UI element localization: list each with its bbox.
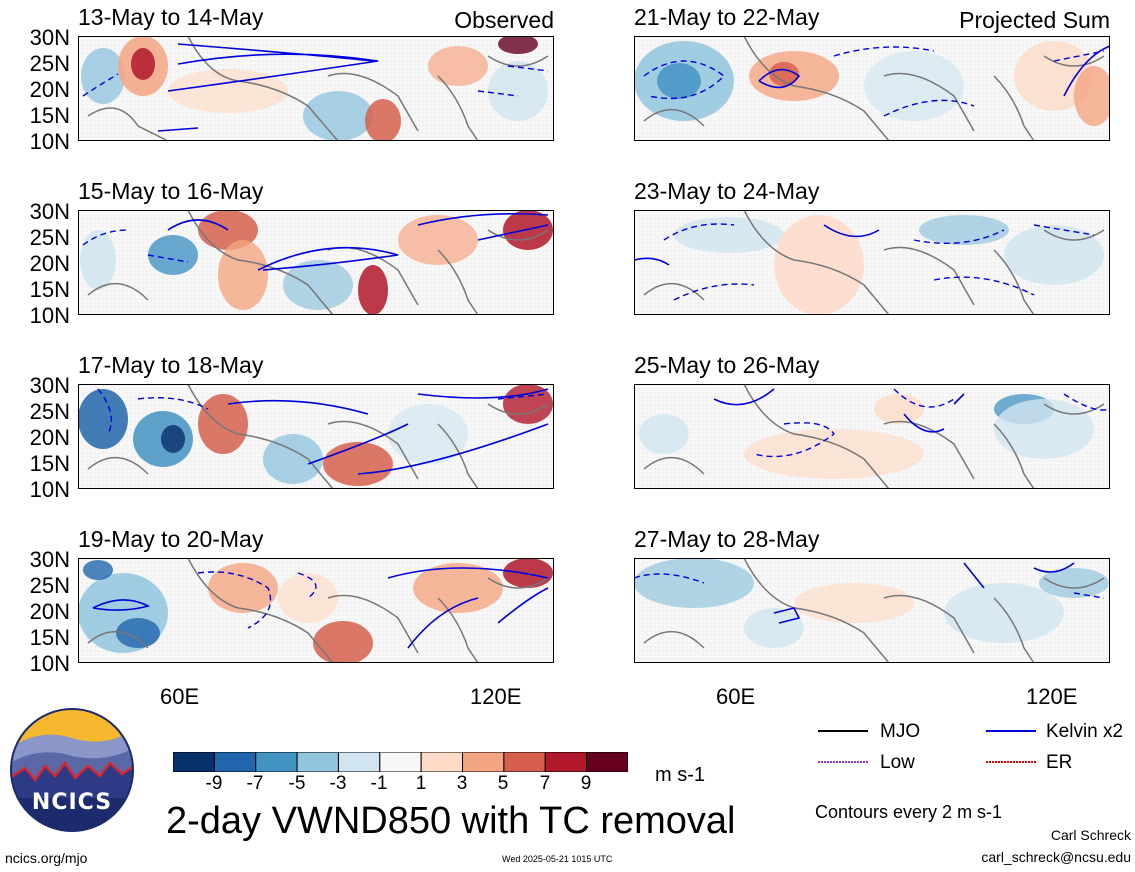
lat-label: 25N: [29, 399, 70, 424]
timestamp: Wed 2025-05-21 1015 UTC: [502, 854, 613, 864]
lat-label: 10N: [29, 651, 70, 676]
panel-title-proj-2: 23-May to 24-May: [634, 178, 820, 204]
contour-note: Contours every 2 m s-1: [815, 802, 1003, 822]
lon-label-120e-right: 120E: [1026, 684, 1078, 709]
lat-label: 30N: [29, 373, 70, 398]
lat-label: 20N: [29, 425, 70, 450]
colorbar-label: 7: [539, 773, 551, 794]
lon-label-120e-left: 120E: [470, 684, 522, 709]
main-title: 2-day VWND850 with TC removal: [166, 800, 736, 842]
colorbar-label: 5: [497, 773, 509, 794]
panel-title-proj-3: 25-May to 26-May: [634, 352, 820, 378]
lat-label: 30N: [29, 547, 70, 572]
lat-label: 30N: [29, 25, 70, 50]
lat-label: 25N: [29, 51, 70, 76]
map-panel-obs-3: [78, 384, 554, 489]
colorbar: [173, 752, 628, 772]
map-panel-obs-4: [78, 558, 554, 663]
panel-title-obs-4: 19-May to 20-May: [78, 526, 264, 552]
legend-label-kelvin: Kelvin x2: [1046, 721, 1124, 742]
lon-label-60e-right: 60E: [716, 684, 756, 709]
colorbar-label: -5: [288, 773, 306, 794]
lat-label: 25N: [29, 225, 70, 250]
map-panel-obs-1: [78, 36, 554, 141]
panel-title-proj-4: 27-May to 28-May: [634, 526, 820, 552]
units-label: m s-1: [655, 764, 705, 786]
map-panel-proj-2: [634, 210, 1110, 315]
colorbar-label: -7: [246, 773, 264, 794]
lat-label: 10N: [29, 477, 70, 502]
legend-label-low: Low: [880, 752, 915, 773]
legend-label-er: ER: [1046, 752, 1073, 773]
map-panel-obs-2: [78, 210, 554, 315]
panel-title-obs-1: 13-May to 14-May: [78, 4, 264, 30]
map-panel-proj-1: [634, 36, 1110, 141]
author-name: Carl Schreck: [1050, 827, 1131, 843]
lat-label: 15N: [29, 103, 70, 128]
lat-label: 10N: [29, 129, 70, 154]
legend-label-mjo: MJO: [880, 721, 921, 742]
lat-label: 30N: [29, 199, 70, 224]
lat-label: 15N: [29, 625, 70, 650]
logo-text: NCICS: [31, 790, 113, 815]
colorbar-label: -9: [205, 773, 223, 794]
colorbar-label: 9: [580, 773, 592, 794]
map-panel-proj-4: [634, 558, 1110, 663]
site-url: ncics.org/mjo: [5, 850, 88, 866]
map-panel-proj-3: [634, 384, 1110, 489]
colorbar-label: -1: [370, 773, 388, 794]
author-email: carl_schreck@ncsu.edu: [981, 849, 1131, 865]
colorbar-label: -3: [329, 773, 347, 794]
panel-title-obs-2: 15-May to 16-May: [78, 178, 264, 204]
lat-label: 20N: [29, 599, 70, 624]
lat-label: 10N: [29, 303, 70, 328]
colorbar-label: 3: [456, 773, 468, 794]
projected-sum-label: Projected Sum: [959, 7, 1110, 33]
legend-lines: [818, 730, 1036, 763]
ncics-logo: [10, 708, 134, 832]
lon-label-60e-left: 60E: [160, 684, 200, 709]
lat-label: 15N: [29, 451, 70, 476]
lat-label: 15N: [29, 277, 70, 302]
colorbar-label: 1: [415, 773, 427, 794]
lat-label: 25N: [29, 573, 70, 598]
panel-title-proj-1: 21-May to 22-May: [634, 4, 820, 30]
lat-label: 20N: [29, 77, 70, 102]
observed-label: Observed: [454, 7, 554, 33]
lat-label: 20N: [29, 251, 70, 276]
panel-title-obs-3: 17-May to 18-May: [78, 352, 264, 378]
